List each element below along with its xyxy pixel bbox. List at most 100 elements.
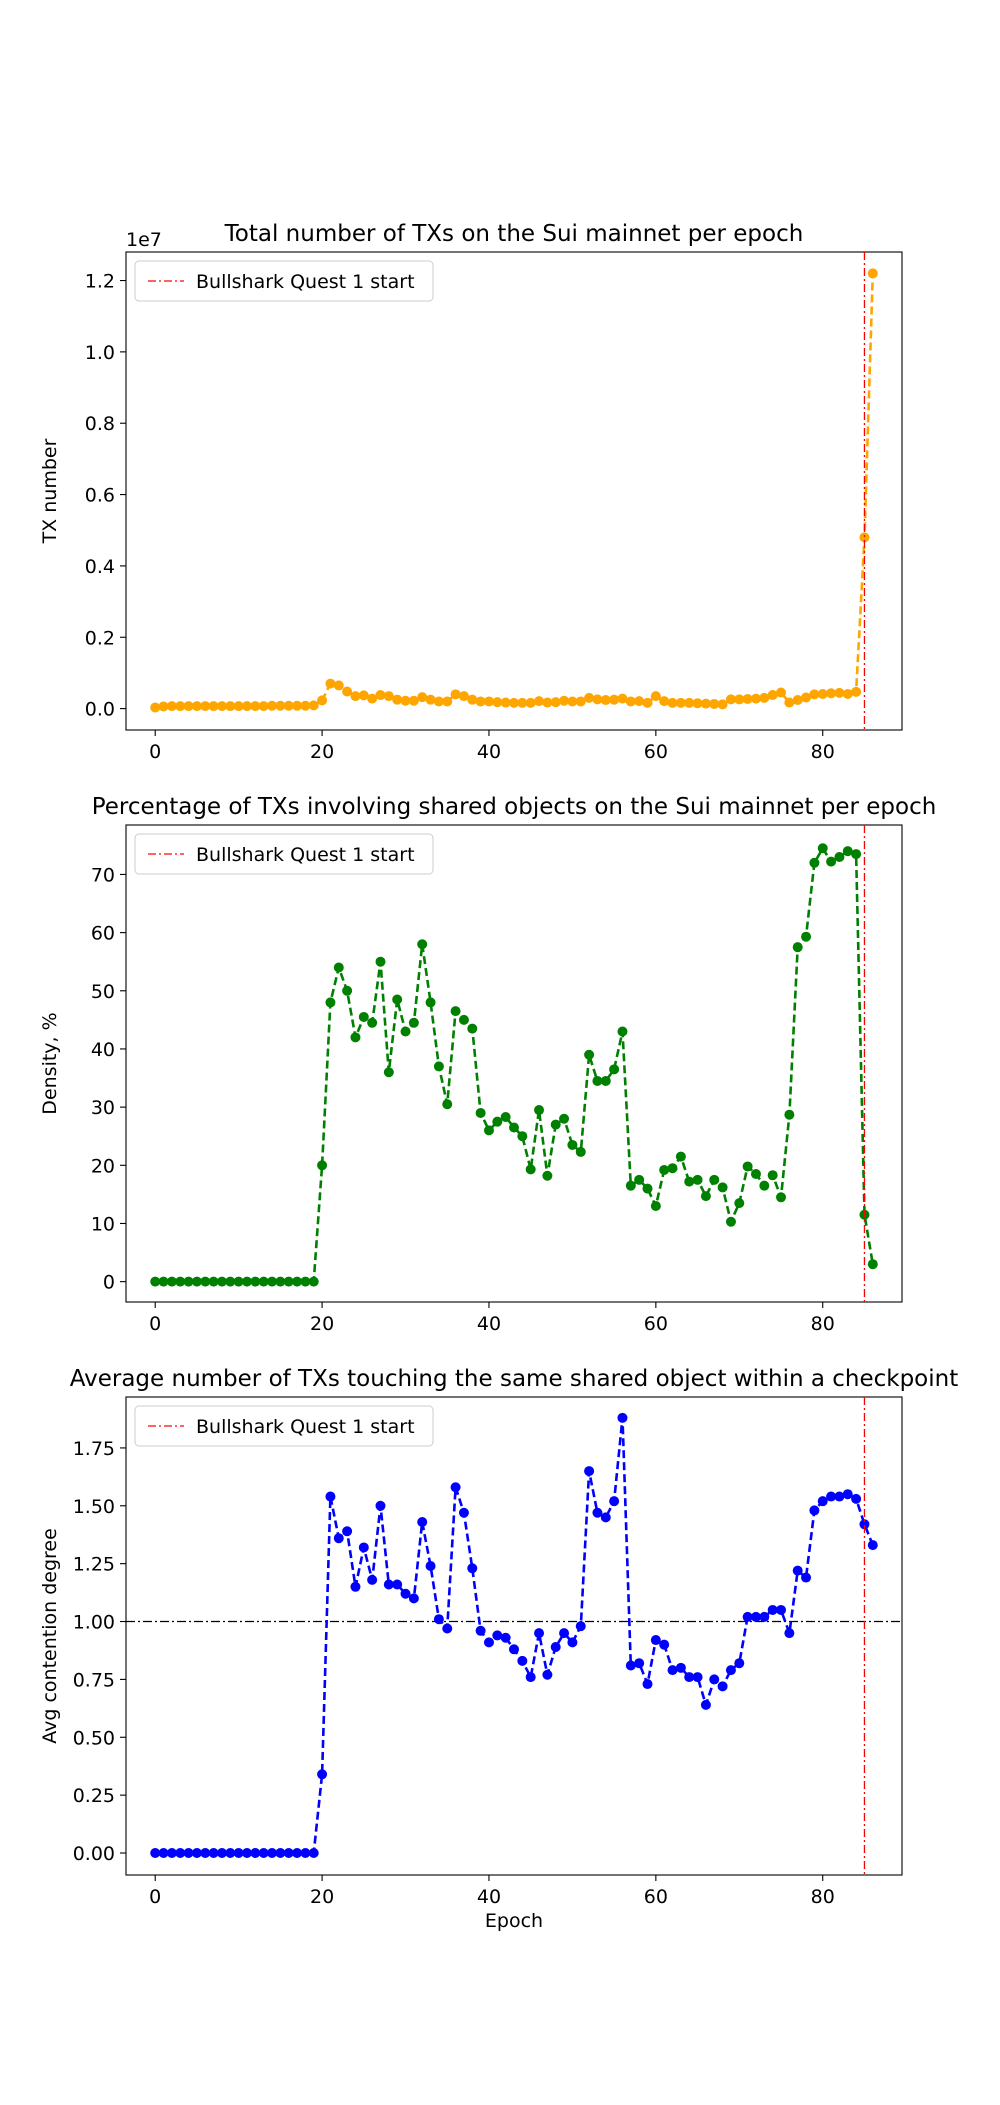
data-point [367, 1574, 378, 1585]
chart-panel-2: Percentage of TXs involving shared objec… [39, 794, 936, 1335]
data-point [383, 1579, 394, 1590]
chart-title: Total number of TXs on the Sui mainnet p… [224, 221, 804, 247]
data-point [709, 698, 720, 709]
data-point [867, 268, 878, 279]
data-point [617, 693, 628, 704]
data-point [275, 1276, 286, 1287]
data-point [517, 1655, 528, 1666]
data-point [734, 694, 745, 705]
data-point [784, 1628, 795, 1639]
data-point [634, 696, 645, 707]
data-point [567, 1637, 578, 1648]
data-point [550, 1119, 561, 1130]
data-point [759, 1180, 770, 1191]
data-point [767, 1170, 778, 1181]
data-point [500, 1632, 511, 1643]
y-tick-label: 10 [91, 1213, 115, 1235]
data-point [458, 1507, 469, 1518]
data-point [358, 690, 369, 701]
data-point [325, 997, 336, 1008]
data-point [233, 701, 244, 712]
data-point [292, 700, 303, 711]
data-point [292, 1848, 303, 1859]
data-point [300, 1848, 311, 1859]
data-point [600, 1075, 611, 1086]
data-point [667, 697, 678, 708]
data-point [867, 1540, 878, 1551]
y-tick-label: 50 [91, 981, 115, 1003]
y-tick-label: 70 [91, 864, 115, 886]
y-tick-label: 30 [91, 1097, 115, 1119]
data-point [300, 700, 311, 711]
data-point [509, 1122, 519, 1133]
data-point [792, 695, 803, 706]
data-point [392, 1579, 403, 1590]
data-point [517, 1131, 528, 1142]
y-tick-label: 0.75 [73, 1669, 115, 1691]
x-tick-label: 0 [149, 1886, 161, 1908]
data-point [801, 692, 812, 703]
data-point [433, 1614, 444, 1625]
data-point [342, 1526, 353, 1537]
data-point [333, 680, 344, 691]
data-point [158, 1848, 169, 1859]
data-point [367, 1017, 378, 1028]
y-tick-label: 1.75 [73, 1438, 115, 1460]
data-point [216, 1848, 227, 1859]
data-point [809, 857, 820, 868]
y-tick-label: 0.2 [85, 627, 115, 649]
data-point [550, 1641, 561, 1652]
data-point [650, 1635, 661, 1646]
data-point [559, 695, 570, 706]
data-point [734, 1658, 745, 1669]
data-point [442, 1099, 453, 1110]
x-tick-label: 40 [477, 1886, 501, 1908]
data-point [225, 1848, 236, 1859]
data-point [225, 1276, 236, 1287]
data-point [692, 1672, 703, 1683]
data-point [600, 695, 611, 706]
data-point [392, 694, 403, 705]
data-point [725, 694, 736, 705]
data-point [667, 1665, 678, 1676]
data-point [842, 846, 853, 857]
legend-box [134, 1405, 434, 1447]
data-point [408, 695, 419, 706]
data-point [801, 931, 812, 942]
data-point [333, 1533, 344, 1544]
data-point [525, 697, 536, 708]
data-point [675, 1151, 686, 1162]
y-tick-label: 20 [91, 1155, 115, 1177]
data-point [483, 696, 494, 707]
legend-label: Bullshark Quest 1 start [196, 844, 415, 866]
data-point [842, 1489, 853, 1500]
data-point [375, 956, 386, 967]
chart-panel-1: Total number of TXs on the Sui mainnet p… [39, 221, 903, 763]
data-point [792, 942, 803, 953]
data-point [300, 1276, 311, 1287]
data-point [308, 1276, 319, 1287]
data-point [559, 1113, 570, 1124]
data-point [425, 1560, 436, 1571]
data-point [525, 1672, 536, 1683]
y-axis-label: Avg contention degree [39, 1528, 61, 1744]
series-line [155, 273, 875, 709]
data-point [867, 1259, 878, 1270]
data-point [776, 687, 787, 698]
legend-box [134, 833, 434, 875]
data-point [275, 1848, 286, 1859]
data-point [584, 1466, 595, 1477]
data-point [859, 1519, 870, 1530]
data-point [659, 1164, 670, 1175]
data-point [609, 694, 620, 705]
data-point [659, 1639, 670, 1650]
data-point [575, 1146, 586, 1157]
data-point [392, 994, 403, 1005]
data-point [592, 1075, 603, 1086]
legend: Bullshark Quest 1 start [134, 1405, 434, 1447]
data-point [358, 1011, 369, 1022]
data-point [776, 1604, 787, 1615]
data-point [776, 1192, 787, 1203]
y-tick-label: 1.00 [73, 1612, 115, 1634]
